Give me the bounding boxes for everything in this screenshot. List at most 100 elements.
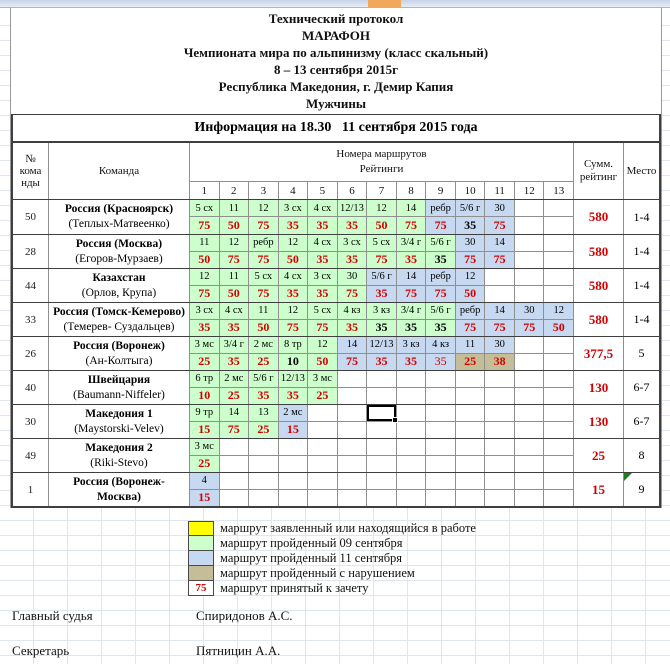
place-cell[interactable]: 1-4	[633, 312, 650, 326]
route-cell[interactable]: 5 сх	[308, 303, 338, 320]
route-cell[interactable]	[396, 439, 427, 456]
route-cell[interactable]: 11	[249, 303, 279, 320]
route-cell[interactable]: 12	[308, 337, 338, 354]
rating-cell[interactable]: 35	[219, 353, 250, 370]
rating-cell[interactable]	[278, 489, 309, 506]
rating-cell[interactable]	[485, 421, 515, 438]
rating-cell[interactable]: 75	[219, 251, 250, 268]
rating-cell[interactable]: 35	[337, 319, 368, 336]
rating-cell[interactable]: 75	[485, 251, 515, 268]
rating-cell[interactable]: 35	[308, 251, 338, 268]
sum-rating-cell[interactable]: 580	[574, 269, 624, 302]
rating-cell[interactable]	[337, 489, 368, 506]
team-number-cell[interactable]: 30	[13, 405, 49, 438]
route-cell[interactable]	[544, 235, 574, 252]
rating-cell[interactable]	[514, 421, 545, 438]
rating-cell[interactable]	[544, 353, 574, 370]
route-cell[interactable]: 4 сх	[308, 235, 338, 252]
route-cell[interactable]	[544, 200, 574, 217]
rating-cell[interactable]: 75	[455, 251, 486, 268]
rating-cell[interactable]: 75	[396, 217, 427, 234]
place-cell[interactable]: 1-4	[633, 278, 650, 292]
route-cell[interactable]: 14	[396, 200, 427, 217]
rating-cell[interactable]: 35	[278, 217, 309, 234]
route-cell[interactable]: 11	[219, 269, 250, 286]
route-cell[interactable]: ребр	[426, 200, 456, 217]
route-cell[interactable]	[455, 371, 486, 388]
rating-cell[interactable]	[219, 489, 250, 506]
rating-cell[interactable]: 10	[278, 353, 309, 370]
rating-cell[interactable]	[544, 455, 574, 472]
rating-cell[interactable]: 35	[426, 353, 456, 370]
route-cell[interactable]: 11	[190, 235, 220, 252]
route-cell[interactable]: 3 сх	[337, 235, 368, 252]
rating-cell[interactable]: 25	[249, 353, 279, 370]
rating-cell[interactable]: 75	[249, 251, 279, 268]
route-cell[interactable]	[514, 473, 545, 490]
route-cell[interactable]: 30	[514, 303, 545, 320]
route-cell[interactable]	[337, 405, 368, 422]
rating-cell[interactable]: 75	[278, 319, 309, 336]
team-name-cell[interactable]: Македония 2 (Riki-Stevo)	[49, 439, 190, 472]
team-name-cell[interactable]: Швейцария (Baumann-Niffeler)	[49, 371, 190, 404]
route-cell[interactable]	[485, 371, 515, 388]
route-cell[interactable]: 12/13	[278, 371, 309, 388]
route-cell[interactable]	[455, 439, 486, 456]
place-cell[interactable]: 8	[638, 448, 645, 462]
rating-cell[interactable]	[514, 455, 545, 472]
team-name-cell[interactable]: Россия (Воронеж- Москва)	[49, 473, 190, 506]
rating-cell[interactable]	[514, 285, 545, 302]
team-number-cell[interactable]: 26	[13, 337, 49, 370]
route-cell[interactable]: ребр	[249, 235, 279, 252]
team-name-cell[interactable]: Россия (Томск-Кемерово) (Темерев- Суздаль…	[49, 303, 190, 336]
rating-cell[interactable]: 15	[278, 421, 309, 438]
rating-cell[interactable]	[455, 489, 486, 506]
rating-cell[interactable]	[426, 421, 456, 438]
place-cell[interactable]: 1-4	[633, 209, 650, 224]
rating-cell[interactable]: 35	[367, 353, 397, 370]
rating-cell[interactable]: 25	[455, 353, 486, 370]
rating-cell[interactable]: 75	[219, 421, 250, 438]
route-cell[interactable]: ребр	[426, 269, 456, 286]
route-cell[interactable]	[514, 337, 545, 354]
rating-cell[interactable]	[485, 387, 515, 404]
rating-cell[interactable]	[396, 387, 427, 404]
rating-cell[interactable]: 15	[190, 421, 220, 438]
route-cell[interactable]: 14	[219, 405, 250, 422]
route-cell[interactable]	[278, 439, 309, 456]
rating-cell[interactable]: 50	[190, 251, 220, 268]
sum-rating-cell[interactable]: 130	[574, 371, 624, 404]
rating-cell[interactable]: 35	[308, 217, 338, 234]
team-name-cell[interactable]: Россия (Москва) (Егоров-Мурзаев)	[49, 235, 190, 268]
route-cell[interactable]	[426, 473, 456, 490]
rating-cell[interactable]: 75	[249, 285, 279, 302]
route-cell[interactable]: 12/13	[367, 337, 397, 354]
route-cell[interactable]: 5/6 г	[426, 303, 456, 320]
route-cell[interactable]	[514, 200, 545, 217]
route-cell[interactable]: 4 сх	[278, 269, 309, 286]
team-name-cell[interactable]: Россия (Воронеж) (Ан-Колтыга)	[49, 337, 190, 370]
rating-cell[interactable]	[367, 387, 397, 404]
rating-cell[interactable]: 25	[190, 353, 220, 370]
route-cell[interactable]	[544, 269, 574, 286]
rating-cell[interactable]: 35	[455, 217, 486, 234]
rating-cell[interactable]	[249, 489, 279, 506]
rating-cell[interactable]: 35	[337, 251, 368, 268]
team-name-cell[interactable]: Россия (Красноярск) (Теплых-Матвеенко)	[49, 200, 190, 234]
route-cell[interactable]: 3 кз	[396, 337, 427, 354]
rating-cell[interactable]	[455, 387, 486, 404]
rating-cell[interactable]	[308, 455, 338, 472]
route-cell[interactable]	[278, 473, 309, 490]
rating-cell[interactable]: 25	[190, 455, 220, 472]
route-cell[interactable]: 5/6 г	[455, 200, 486, 217]
route-cell[interactable]	[367, 439, 397, 456]
rating-cell[interactable]	[308, 489, 338, 506]
rating-cell[interactable]: 75	[426, 217, 456, 234]
sum-rating-cell[interactable]: 580	[574, 303, 624, 336]
route-cell[interactable]	[308, 405, 338, 422]
rating-cell[interactable]: 75	[190, 285, 220, 302]
route-cell[interactable]: 4	[190, 473, 220, 490]
route-cell[interactable]: 12/13	[337, 200, 368, 217]
route-cell[interactable]	[544, 439, 574, 456]
rating-cell[interactable]	[396, 489, 427, 506]
